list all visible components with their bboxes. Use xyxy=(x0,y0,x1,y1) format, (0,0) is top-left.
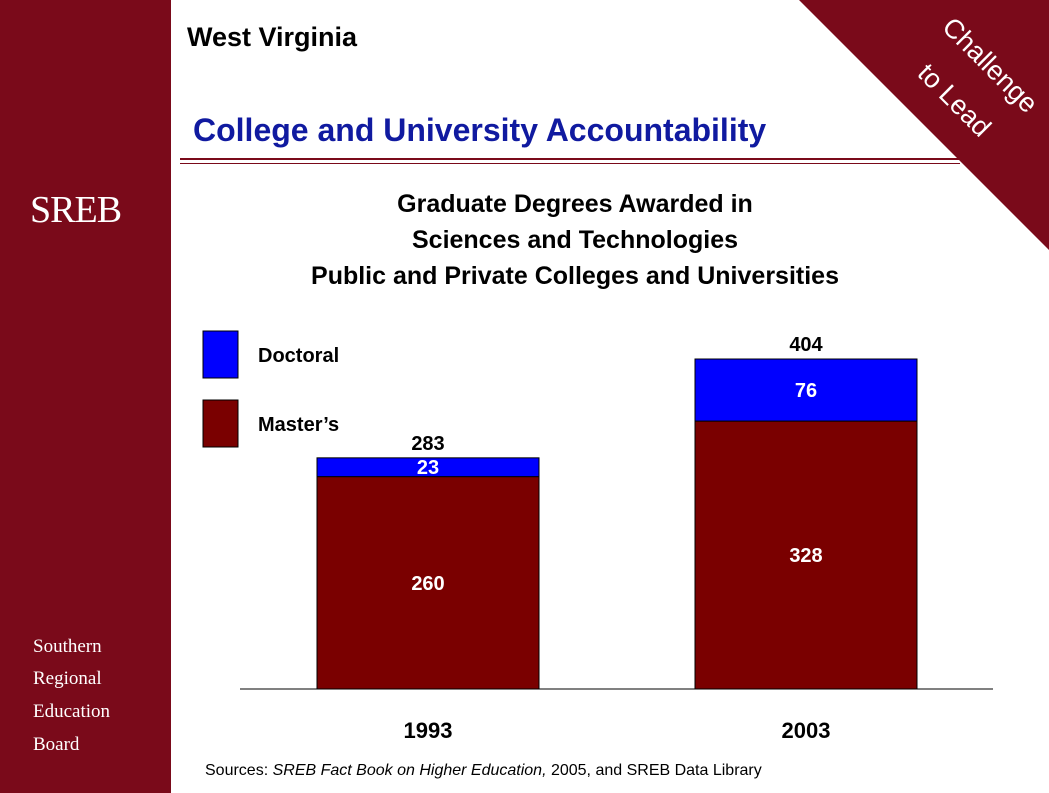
sidebar: SREB Southern Regional Education Board xyxy=(0,0,171,793)
org-name-line: Regional xyxy=(33,668,102,689)
legend-swatch xyxy=(202,330,239,379)
data-label: 260 xyxy=(411,573,444,595)
x-tick-label: 2003 xyxy=(782,718,831,743)
data-label: 76 xyxy=(795,380,817,402)
challenge-badge: Challenge to Lead xyxy=(789,0,1049,260)
source-prefix: Sources: xyxy=(205,762,273,779)
x-tick-label: 1993 xyxy=(404,718,453,743)
chart-title-line: Graduate Degrees Awarded in xyxy=(397,190,753,218)
bar-masters-1993 xyxy=(316,476,540,690)
legend-label: Master’s xyxy=(258,414,339,436)
legend-label: Doctoral xyxy=(258,345,339,367)
state-title: West Virginia xyxy=(187,22,358,52)
source-title: SREB Fact Book on Higher Education, xyxy=(272,762,547,779)
total-label: 404 xyxy=(789,334,823,356)
bar-doctoral-1993 xyxy=(316,457,540,478)
total-label: 283 xyxy=(411,433,444,455)
chart-title: Graduate Degrees Awarded in Sciences and… xyxy=(180,186,970,294)
org-name-line: Board xyxy=(33,734,80,755)
chart-title-line: Sciences and Technologies xyxy=(411,226,739,254)
page-headline: College and University Accountability xyxy=(193,112,767,148)
chart-title-line: Public and Private Colleges and Universi… xyxy=(311,262,839,290)
source-suffix: 2005, and SREB Data Library xyxy=(546,762,762,779)
divider xyxy=(180,163,960,164)
bar-doctoral-2003 xyxy=(694,358,918,422)
org-name-line: Southern xyxy=(33,636,102,657)
source-note: Sources: SREB Fact Book on Higher Educat… xyxy=(205,762,762,780)
badge-triangle xyxy=(799,0,1049,250)
data-label: 23 xyxy=(417,457,439,479)
data-label: 328 xyxy=(789,545,822,567)
sreb-logo: SREB xyxy=(30,189,122,231)
org-name-line: Education xyxy=(33,701,111,722)
legend-swatch xyxy=(202,399,239,448)
bar-masters-2003 xyxy=(694,420,918,690)
divider xyxy=(180,158,960,160)
